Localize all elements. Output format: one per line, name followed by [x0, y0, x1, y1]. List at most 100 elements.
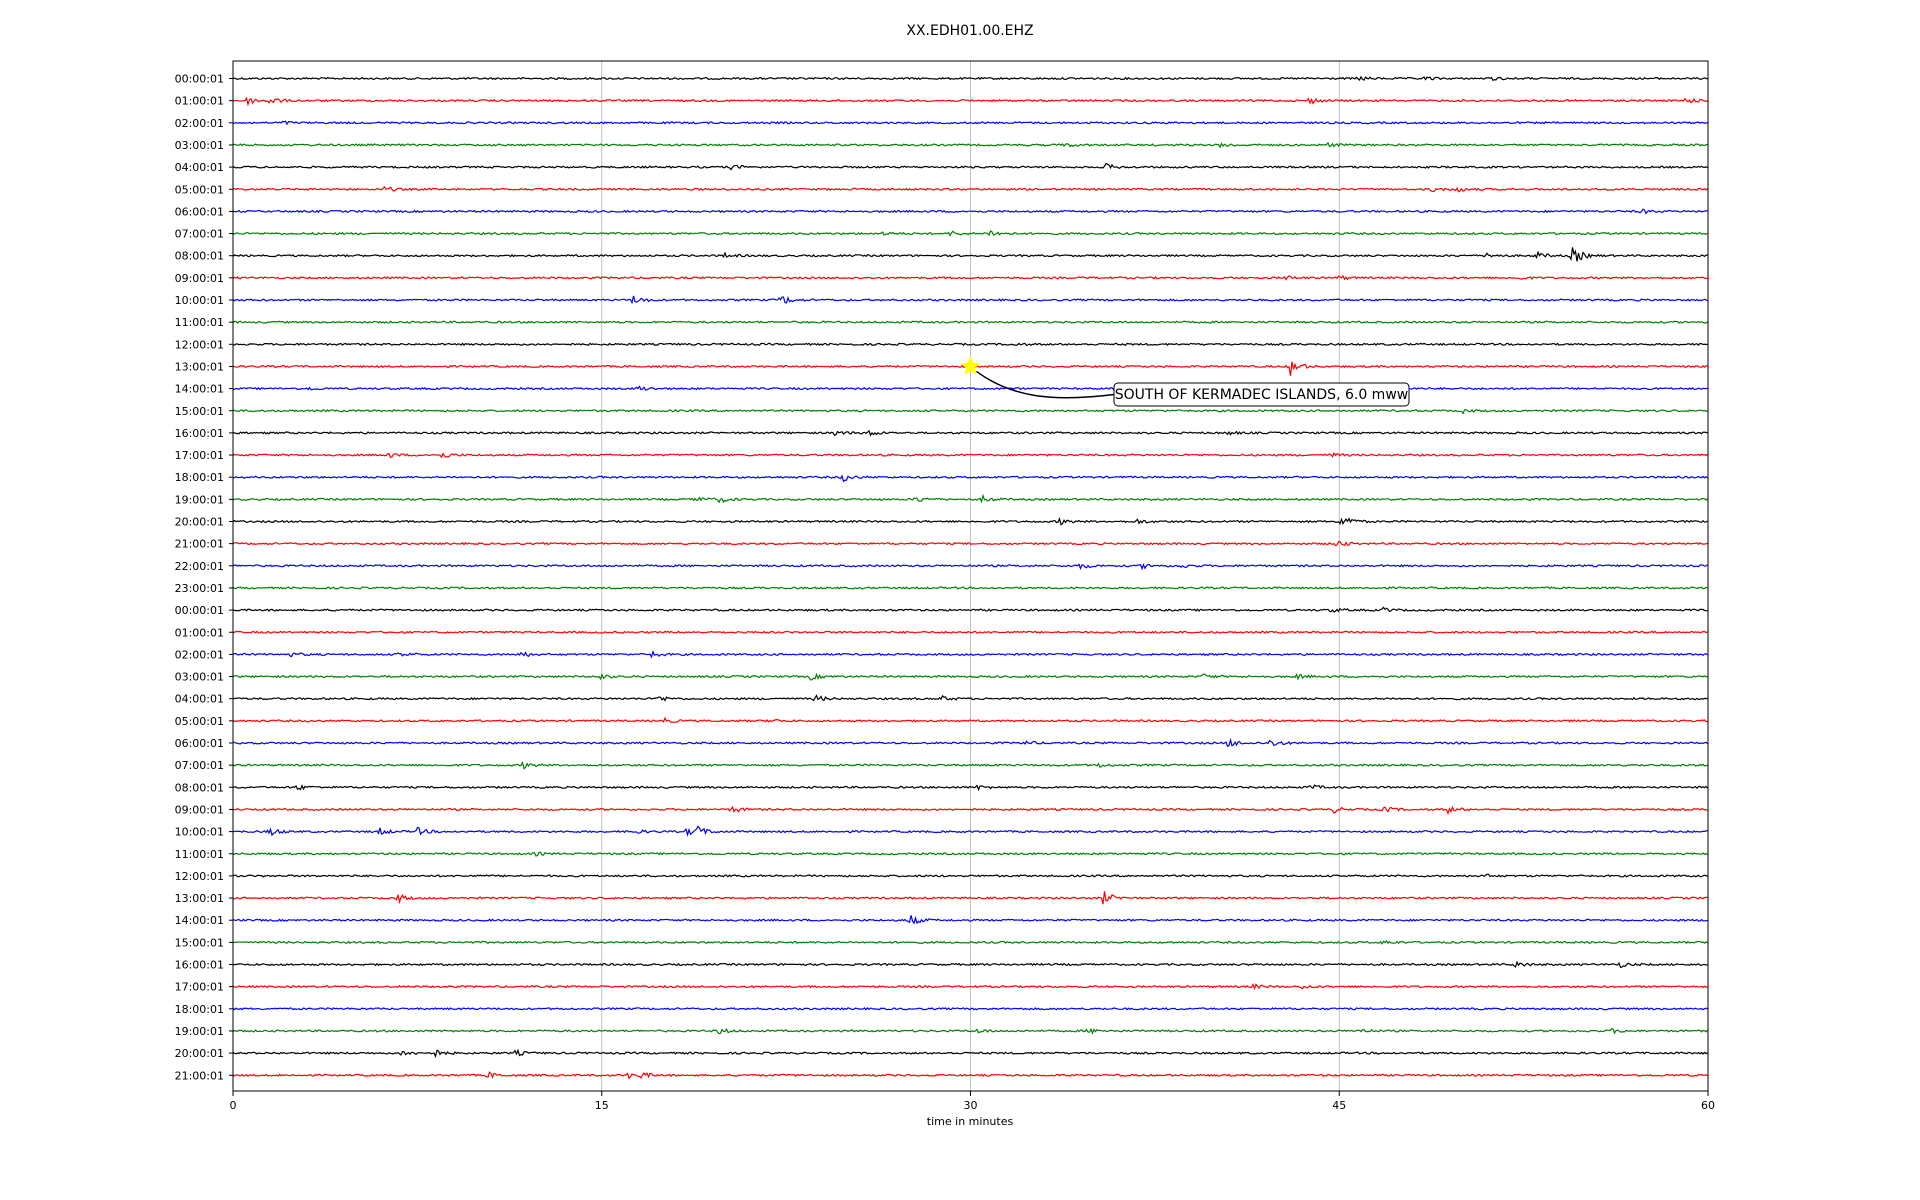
- annotation-box: [1113, 382, 1410, 407]
- trace-row-25: [232, 630, 1708, 634]
- row-label-11: 11:00:01: [175, 316, 224, 329]
- x-axis-ticks: 0 15 30 45 60: [230, 1091, 1715, 1112]
- trace-row-7: [232, 230, 1708, 237]
- x-tick-label-15: 15: [595, 1099, 609, 1112]
- row-label-8: 08:00:01: [175, 250, 224, 263]
- row-label-15: 15:00:01: [175, 405, 224, 418]
- trace-row-10: [232, 295, 1708, 305]
- vertical-gridlines: [601, 61, 1340, 1091]
- row-label-25: 01:00:01: [175, 626, 224, 639]
- event-star-marker: [960, 356, 981, 375]
- trace-row-40: [232, 960, 1708, 968]
- trace-row-9: [232, 274, 1708, 281]
- trace-row-2: [232, 120, 1708, 126]
- row-label-26: 02:00:01: [175, 648, 224, 661]
- row-label-22: 22:00:01: [175, 560, 224, 573]
- row-label-42: 18:00:01: [175, 1003, 224, 1016]
- row-label-16: 16:00:01: [175, 427, 224, 440]
- row-label-19: 19:00:01: [175, 493, 224, 506]
- row-label-10: 10:00:01: [175, 294, 224, 307]
- row-label-27: 03:00:01: [175, 671, 224, 684]
- row-label-9: 09:00:01: [175, 272, 224, 285]
- row-label-45: 21:00:01: [175, 1069, 224, 1082]
- row-label-20: 20:00:01: [175, 516, 224, 529]
- row-label-28: 04:00:01: [175, 693, 224, 706]
- trace-row-1: [232, 96, 1708, 107]
- row-label-24: 00:00:01: [175, 604, 224, 617]
- row-label-37: 13:00:01: [175, 892, 224, 905]
- trace-row-21: [232, 540, 1708, 547]
- trace-row-32: [232, 784, 1708, 792]
- row-label-7: 07:00:01: [175, 228, 224, 241]
- trace-row-33: [232, 805, 1708, 816]
- row-label-41: 17:00:01: [175, 981, 224, 994]
- x-tick-label-60: 60: [1701, 1099, 1715, 1112]
- row-label-5: 05:00:01: [175, 183, 224, 196]
- trace-row-20: [232, 516, 1708, 526]
- row-label-35: 11:00:01: [175, 848, 224, 861]
- chart-title: XX.EDH01.00.EHZ: [906, 23, 1033, 39]
- trace-row-30: [232, 737, 1708, 748]
- row-label-14: 14:00:01: [175, 383, 224, 396]
- trace-row-34: [232, 825, 1708, 838]
- trace-row-35: [232, 851, 1708, 857]
- trace-row-23: [232, 586, 1708, 590]
- trace-row-15: [232, 408, 1708, 415]
- trace-row-44: [232, 1048, 1708, 1059]
- row-label-2: 02:00:01: [175, 117, 224, 130]
- trace-row-17: [232, 451, 1708, 459]
- row-label-31: 07:00:01: [175, 759, 224, 772]
- trace-row-8: [232, 247, 1708, 262]
- row-label-6: 06:00:01: [175, 205, 224, 218]
- trace-row-6: [232, 208, 1708, 215]
- row-label-36: 12:00:01: [175, 870, 224, 883]
- row-label-34: 10:00:01: [175, 826, 224, 839]
- annotation-label: SOUTH OF KERMADEC ISLANDS, 6.0 mww: [1115, 387, 1408, 403]
- trace-row-5: [232, 185, 1708, 193]
- row-label-32: 08:00:01: [175, 781, 224, 794]
- trace-row-11: [232, 320, 1708, 324]
- trace-row-26: [232, 650, 1708, 659]
- trace-row-42: [232, 1007, 1708, 1011]
- trace-row-12: [232, 342, 1708, 347]
- row-label-0: 00:00:01: [175, 73, 224, 86]
- trace-row-37: [232, 891, 1708, 905]
- x-axis-label: time in minutes: [927, 1115, 1014, 1128]
- event-annotation: SOUTH OF KERMADEC ISLANDS, 6.0 mww: [960, 356, 1410, 407]
- trace-row-19: [232, 493, 1708, 504]
- row-label-29: 05:00:01: [175, 715, 224, 728]
- row-label-44: 20:00:01: [175, 1047, 224, 1060]
- row-label-12: 12:00:01: [175, 338, 224, 351]
- trace-row-28: [232, 694, 1708, 702]
- row-label-38: 14:00:01: [175, 914, 224, 927]
- trace-row-16: [232, 429, 1708, 437]
- row-time-labels: 00:00:01 01:00:01 02:00:01 03:00:01 04:00:01…: [175, 73, 233, 1082]
- trace-row-39: [232, 939, 1708, 945]
- row-label-43: 19:00:01: [175, 1025, 224, 1038]
- trace-row-36: [232, 873, 1708, 878]
- x-tick-label-45: 45: [1332, 1099, 1346, 1112]
- trace-row-38: [232, 915, 1708, 925]
- row-label-4: 04:00:01: [175, 161, 224, 174]
- row-label-39: 15:00:01: [175, 936, 224, 949]
- trace-row-4: [232, 162, 1708, 171]
- trace-row-3: [232, 141, 1708, 149]
- x-tick-label-30: 30: [964, 1099, 978, 1112]
- row-label-18: 18:00:01: [175, 471, 224, 484]
- row-label-3: 03:00:01: [175, 139, 224, 152]
- trace-row-24: [232, 606, 1708, 613]
- row-label-13: 13:00:01: [175, 360, 224, 373]
- trace-row-0: [232, 75, 1708, 82]
- seismogram-traces: [232, 75, 1708, 1080]
- trace-row-45: [232, 1071, 1708, 1080]
- trace-row-29: [232, 716, 1708, 723]
- annotation-arrow: [976, 370, 1115, 399]
- row-label-40: 16:00:01: [175, 959, 224, 972]
- row-label-30: 06:00:01: [175, 737, 224, 750]
- trace-row-14: [232, 385, 1708, 391]
- trace-row-18: [232, 474, 1708, 483]
- row-label-17: 17:00:01: [175, 449, 224, 462]
- trace-row-22: [232, 563, 1708, 571]
- trace-row-41: [232, 982, 1708, 991]
